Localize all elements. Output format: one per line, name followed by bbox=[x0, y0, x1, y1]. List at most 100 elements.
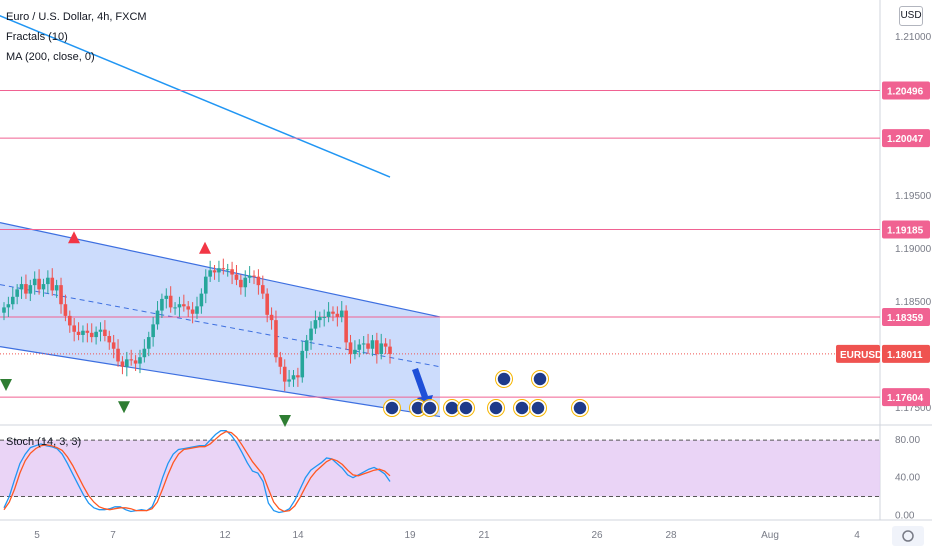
candle-body bbox=[379, 343, 384, 355]
candle-body bbox=[37, 278, 41, 290]
candle-body bbox=[313, 320, 318, 329]
candle-body bbox=[2, 307, 6, 313]
candle-body bbox=[339, 310, 344, 317]
candle-body bbox=[221, 268, 226, 270]
candle-body bbox=[309, 328, 313, 341]
settings-button[interactable] bbox=[892, 526, 924, 546]
level-price-tag bbox=[882, 388, 930, 407]
candle-body bbox=[348, 342, 353, 355]
fractal-up-marker bbox=[68, 231, 80, 244]
candle-body bbox=[335, 313, 340, 317]
candle-body bbox=[6, 304, 11, 308]
candle-body bbox=[199, 293, 204, 307]
candle-body bbox=[208, 270, 212, 277]
candle-body bbox=[177, 304, 182, 308]
price-tick-label: 1.18500 bbox=[895, 297, 932, 308]
event-flag-icon[interactable] bbox=[444, 400, 460, 416]
candle-body bbox=[98, 329, 103, 332]
level-price-tag-text: 1.20496 bbox=[887, 87, 924, 98]
event-flag-ring-icon bbox=[421, 399, 439, 417]
fractal-down-marker bbox=[279, 415, 291, 428]
candle-body bbox=[107, 336, 112, 343]
event-flag-icon[interactable] bbox=[572, 400, 588, 416]
candle-body bbox=[300, 350, 305, 378]
time-tick-label: 19 bbox=[404, 530, 416, 541]
fractal-up-marker bbox=[199, 241, 211, 254]
candle-body bbox=[164, 295, 169, 299]
candle-body bbox=[103, 329, 107, 337]
level-price-tag bbox=[882, 129, 930, 148]
candle-body bbox=[353, 349, 357, 355]
candle-body bbox=[195, 306, 199, 314]
time-tick-label: Aug bbox=[761, 530, 779, 541]
currency-button[interactable]: USD bbox=[899, 6, 923, 26]
candle-body bbox=[357, 344, 362, 350]
candle-body bbox=[76, 331, 81, 335]
level-price-tag bbox=[882, 81, 930, 100]
candle-body bbox=[54, 285, 59, 291]
level-price-tag-text: 1.19185 bbox=[887, 225, 924, 236]
candle-body bbox=[138, 357, 142, 364]
candle-body bbox=[243, 277, 248, 288]
stoch-d-line bbox=[3, 430, 391, 513]
candle-body bbox=[146, 337, 151, 349]
regression-channel[interactable] bbox=[0, 222, 440, 417]
stoch-k-line bbox=[3, 430, 391, 514]
price-tick-label: 1.19500 bbox=[895, 191, 932, 202]
channel-mid-line bbox=[0, 284, 441, 368]
candle-body bbox=[274, 320, 278, 358]
channel-lower-line[interactable] bbox=[0, 346, 441, 418]
stoch-tick-label: 80.00 bbox=[895, 435, 920, 446]
stoch-tick-label: 0.00 bbox=[895, 510, 915, 521]
event-flag-icon[interactable] bbox=[384, 400, 400, 416]
fractal-down-marker bbox=[0, 379, 12, 392]
candle-body bbox=[133, 360, 138, 364]
candle-body bbox=[318, 316, 322, 321]
candle-body bbox=[24, 284, 28, 294]
candle-body bbox=[304, 340, 309, 351]
forecast-arrow-icon bbox=[412, 368, 428, 398]
candle-body bbox=[129, 359, 134, 361]
event-flag-icon[interactable] bbox=[514, 400, 530, 416]
candle-body bbox=[59, 285, 63, 305]
candle-body bbox=[344, 310, 348, 343]
price-tick-label: 1.17500 bbox=[895, 403, 932, 414]
level-price-tag bbox=[882, 308, 930, 327]
candle-body bbox=[375, 340, 379, 355]
candle-body bbox=[32, 278, 37, 286]
candle-body bbox=[50, 277, 55, 291]
event-flag-ring-icon bbox=[571, 399, 589, 417]
event-flag-ring-icon bbox=[495, 370, 513, 388]
candle-body bbox=[234, 274, 239, 280]
event-flag-icon[interactable] bbox=[488, 400, 504, 416]
candle-body bbox=[322, 316, 327, 318]
candle-body bbox=[260, 285, 265, 294]
time-tick-label: 28 bbox=[665, 530, 677, 541]
event-flag-icon[interactable] bbox=[458, 400, 474, 416]
candle-body bbox=[212, 270, 217, 273]
time-tick-label: 5 bbox=[34, 530, 40, 541]
candle-body bbox=[256, 276, 261, 286]
event-flag-icon[interactable] bbox=[496, 371, 512, 387]
candle-body bbox=[10, 296, 15, 305]
event-flag-icon[interactable] bbox=[422, 400, 438, 416]
ma-200-line bbox=[0, 15, 391, 178]
event-flag-icon[interactable] bbox=[532, 371, 548, 387]
event-flag-icon[interactable] bbox=[530, 400, 546, 416]
candle-body bbox=[182, 304, 186, 307]
candle-body bbox=[190, 309, 195, 314]
candle-body bbox=[252, 275, 256, 277]
candle-body bbox=[15, 289, 19, 297]
candle-body bbox=[282, 366, 287, 382]
candle-body bbox=[269, 314, 274, 321]
gear-icon[interactable] bbox=[902, 530, 914, 542]
time-tick-label: 4 bbox=[854, 530, 860, 541]
candle-body bbox=[89, 332, 94, 338]
event-flag-ring-icon bbox=[383, 399, 401, 417]
fractal-down-marker bbox=[118, 401, 130, 414]
candle-body bbox=[291, 375, 296, 380]
candle-body bbox=[326, 311, 331, 317]
price-tick-label: 1.19000 bbox=[895, 244, 932, 255]
candle-body bbox=[151, 324, 155, 338]
